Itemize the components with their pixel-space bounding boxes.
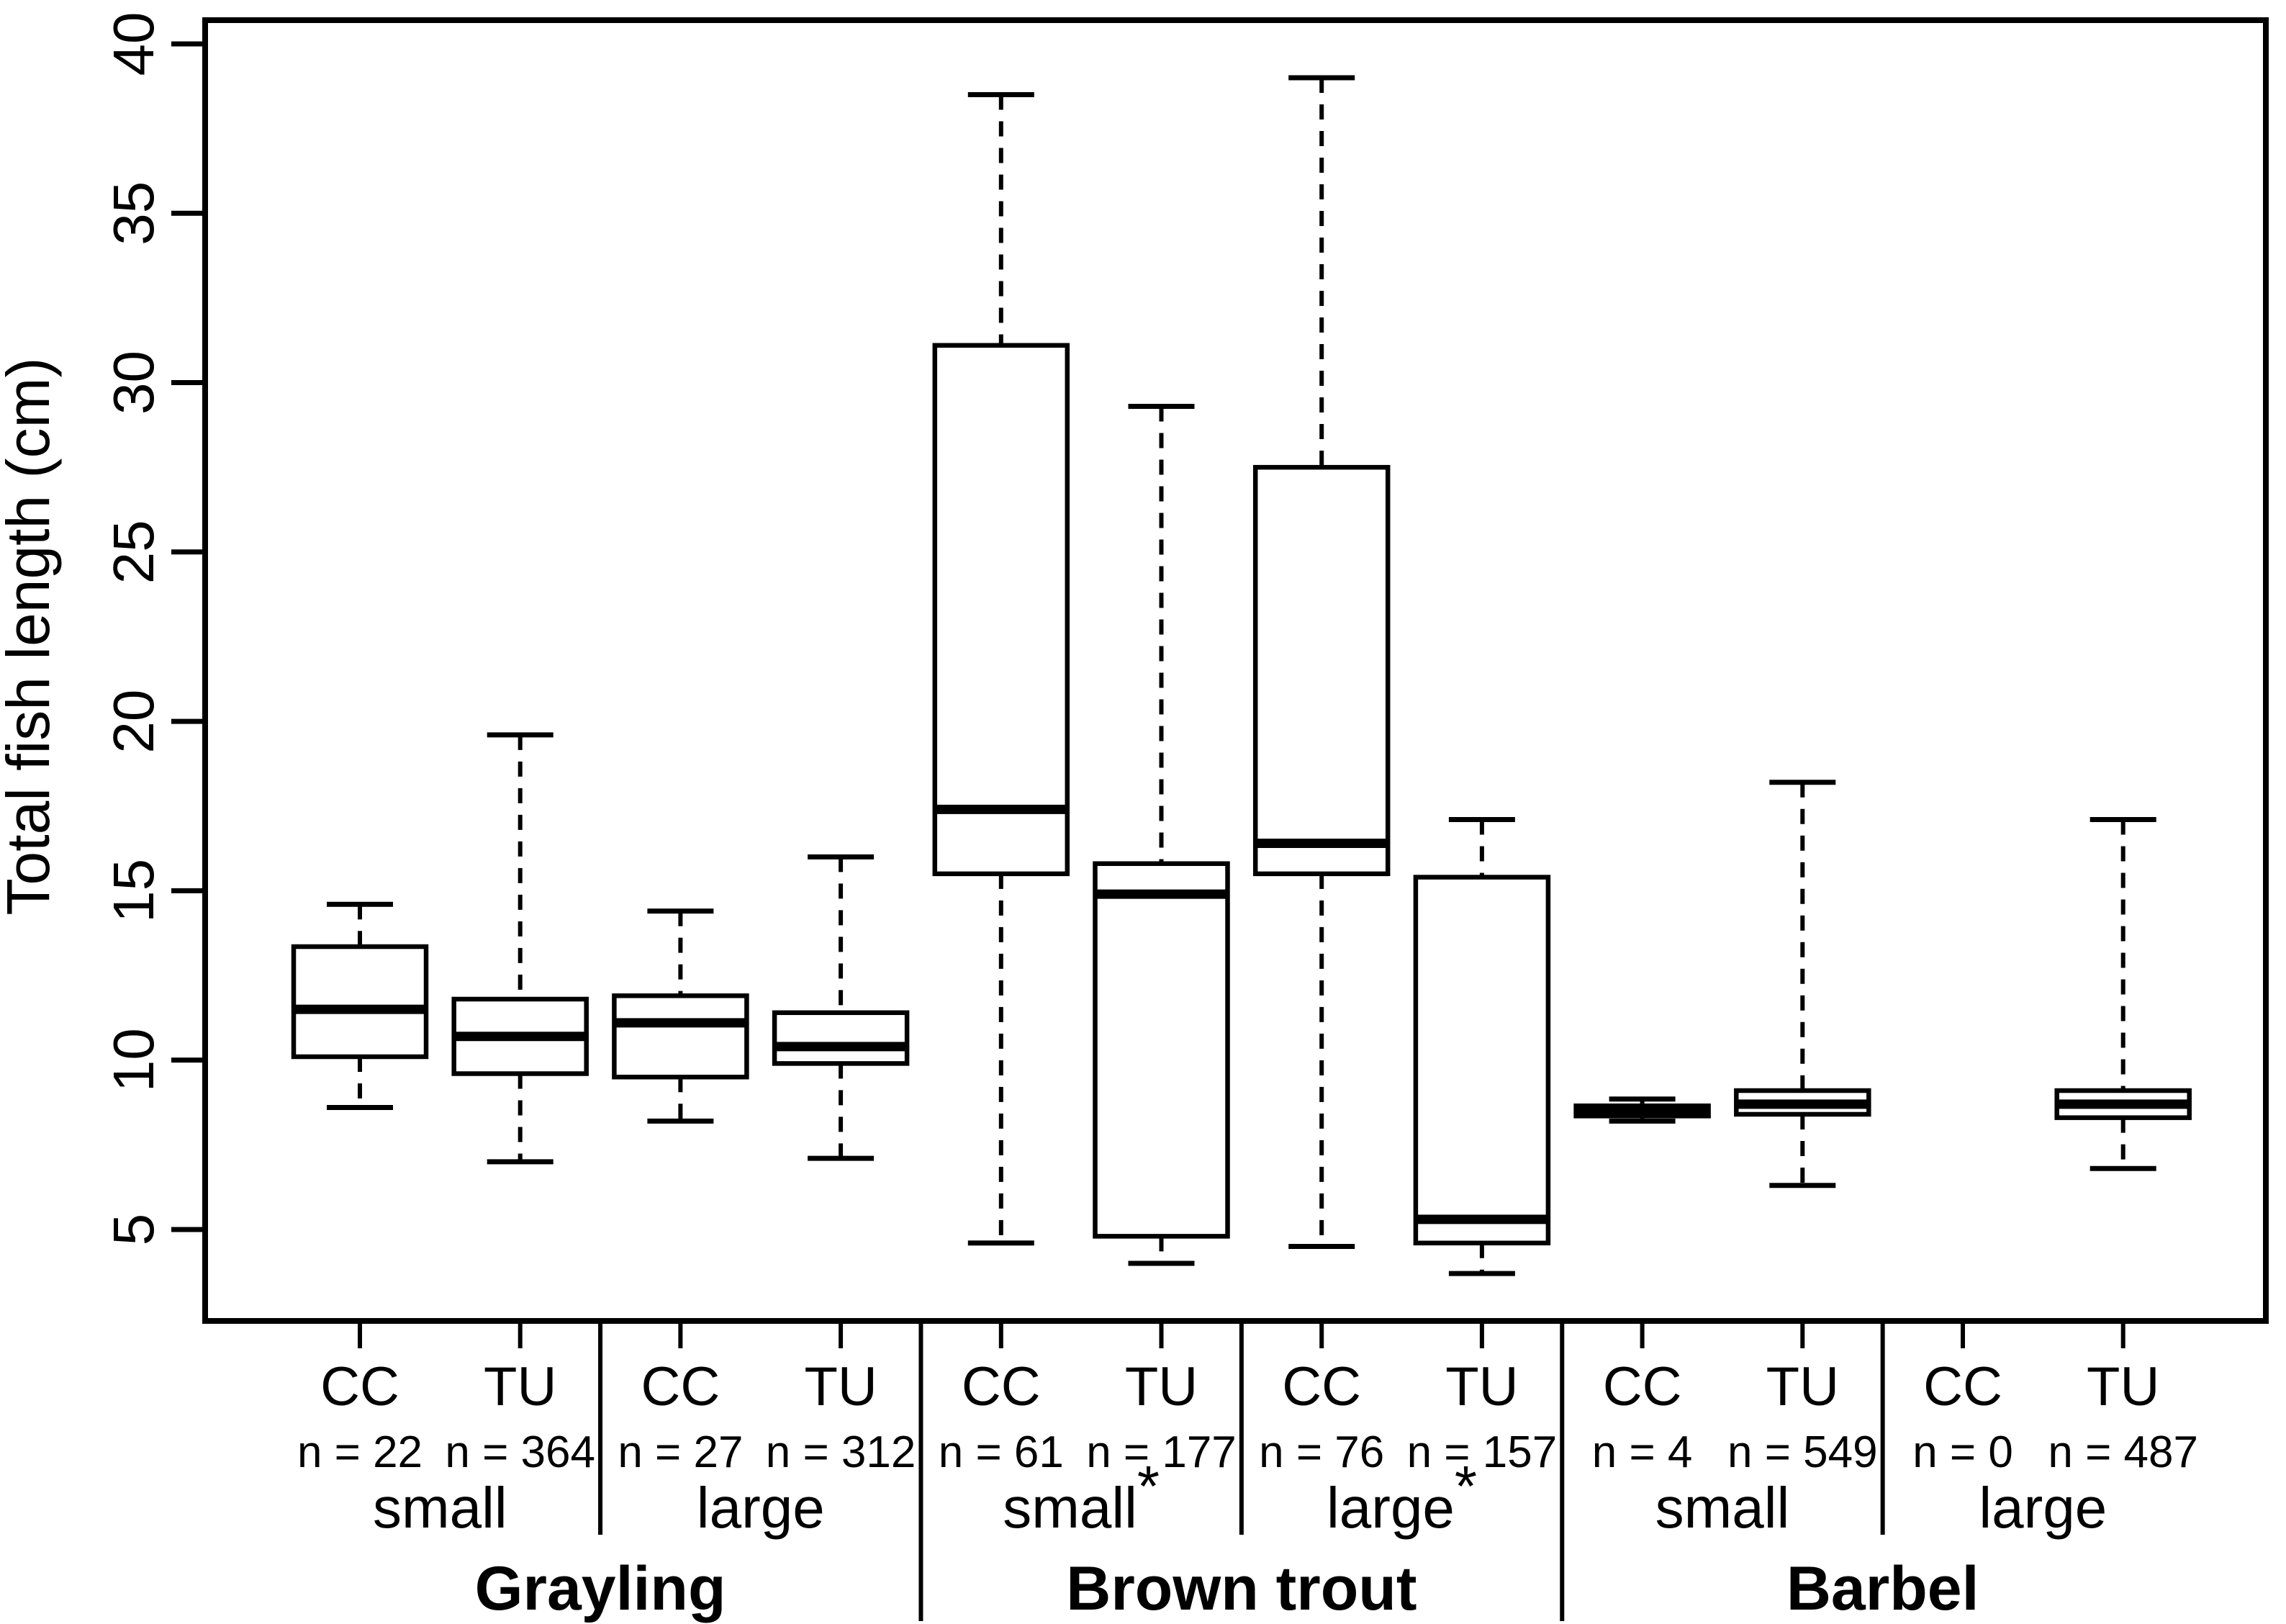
n-count-label: n = 487 bbox=[2048, 1427, 2198, 1477]
n-count-label: n = 61 bbox=[939, 1427, 1064, 1477]
y-axis: 5 10 15 20 25 30 35 40 bbox=[101, 12, 205, 1245]
box-barbel-small-cc bbox=[1573, 1096, 1711, 1124]
n-count-label: n = 312 bbox=[766, 1427, 916, 1477]
iqr-box bbox=[932, 343, 1070, 877]
treatment-label: CC bbox=[962, 1356, 1041, 1417]
treatment-label: TU bbox=[1125, 1356, 1198, 1417]
size-group-label: small bbox=[373, 1476, 507, 1540]
treatment-label: TU bbox=[484, 1356, 556, 1417]
group-separators bbox=[598, 1322, 1885, 1621]
n-count-label: n = 4 bbox=[1592, 1427, 1693, 1477]
iqr-box bbox=[1093, 861, 1230, 1239]
iqr-box bbox=[291, 944, 429, 1060]
box-brown-trout-large-cc bbox=[1252, 75, 1391, 1249]
treatment-label: CC bbox=[641, 1356, 720, 1417]
treatment-label: CC bbox=[1603, 1356, 1682, 1417]
treatment-label: TU bbox=[1766, 1356, 1839, 1417]
species-label: Grayling bbox=[475, 1554, 726, 1623]
treatment-label: TU bbox=[1445, 1356, 1518, 1417]
significance-asterisk: * bbox=[1455, 1454, 1477, 1518]
y-tick-label: 25 bbox=[101, 520, 166, 584]
size-group-label: large* bbox=[1327, 1454, 1477, 1540]
y-axis-title: Total fish length (cm) bbox=[0, 358, 62, 916]
n-count-label: n = 364 bbox=[445, 1427, 595, 1477]
plot-area-border bbox=[202, 17, 2269, 1324]
box-brown-trout-large-tu bbox=[1413, 817, 1551, 1276]
iqr-box bbox=[772, 1010, 910, 1066]
treatment-label: CC bbox=[1923, 1356, 2002, 1417]
n-count-label: n = 22 bbox=[297, 1427, 423, 1477]
n-count-label: n = 27 bbox=[618, 1427, 743, 1477]
treatment-label: CC bbox=[1282, 1356, 1361, 1417]
box-grayling-small-tu bbox=[451, 732, 589, 1165]
y-tick-label: 40 bbox=[101, 12, 166, 76]
iqr-box bbox=[1413, 875, 1551, 1246]
x-axis-labels: CC n = 22 TU n = 364 CC n = 27 TU n = 312 CC n = … bbox=[297, 1324, 2198, 1623]
size-group-label: large bbox=[697, 1476, 825, 1540]
y-tick-label: 10 bbox=[101, 1028, 166, 1092]
n-count-label: n = 76 bbox=[1259, 1427, 1384, 1477]
n-count-label: n = 177 bbox=[1086, 1427, 1237, 1477]
y-tick-label: 20 bbox=[101, 690, 166, 754]
significance-asterisk: * bbox=[1137, 1454, 1160, 1518]
n-count-label: n = 549 bbox=[1727, 1427, 1878, 1477]
box-grayling-large-tu bbox=[772, 854, 910, 1161]
y-tick-label: 5 bbox=[101, 1214, 166, 1246]
y-tick-label: 35 bbox=[101, 181, 166, 245]
species-label: Brown trout bbox=[1066, 1554, 1417, 1623]
treatment-label: TU bbox=[804, 1356, 877, 1417]
box-barbel-large-tu bbox=[2054, 817, 2192, 1171]
species-label: Barbel bbox=[1786, 1554, 1979, 1623]
n-count-label: n = 157 bbox=[1407, 1427, 1558, 1477]
treatment-label: TU bbox=[2087, 1356, 2159, 1417]
box-grayling-small-cc bbox=[291, 901, 429, 1111]
y-tick-label: 30 bbox=[101, 351, 166, 415]
size-group-label: small* bbox=[1003, 1454, 1160, 1540]
size-group-label: small bbox=[1655, 1476, 1790, 1540]
iqr-box bbox=[1252, 464, 1391, 877]
size-group-label: large bbox=[1979, 1476, 2107, 1540]
iqr-box bbox=[612, 993, 749, 1080]
box-barbel-small-tu bbox=[1734, 780, 1871, 1188]
boxes bbox=[291, 75, 2192, 1276]
n-count-label: n = 0 bbox=[1912, 1427, 2013, 1477]
box-grayling-large-cc bbox=[612, 908, 749, 1124]
box-brown-trout-small-cc bbox=[932, 92, 1070, 1246]
treatment-label: CC bbox=[320, 1356, 399, 1417]
box-brown-trout-small-tu bbox=[1093, 403, 1230, 1266]
y-tick-label: 15 bbox=[101, 859, 166, 923]
